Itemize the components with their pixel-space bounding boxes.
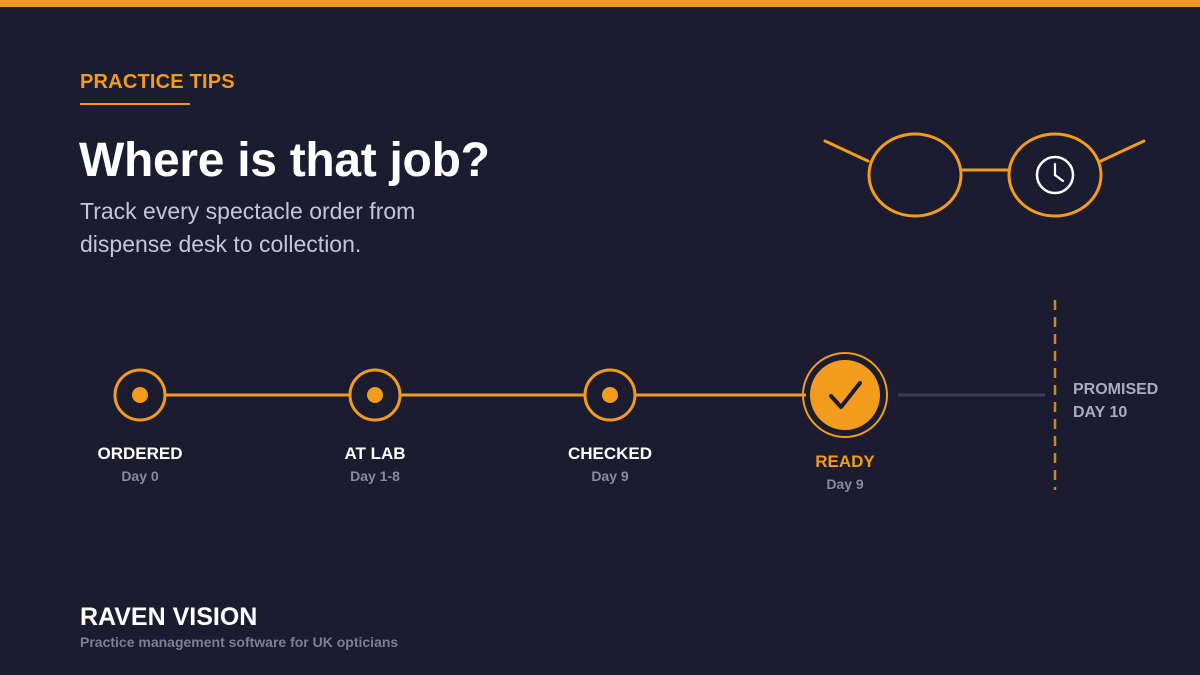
stage-node-checked: [583, 368, 637, 422]
page-subtitle: Track every spectacle order from dispens…: [80, 198, 416, 257]
stage-day-ready: Day 9: [826, 476, 864, 492]
stage-node-ready: [802, 352, 888, 438]
filled-dot-icon: [367, 387, 383, 403]
glasses-with-clock-icon: [823, 132, 1146, 218]
stage-day-at-lab: Day 1-8: [350, 468, 400, 484]
deadline-label: PROMISED DAY 10: [1073, 378, 1158, 424]
deadline-label-line1: PROMISED: [1073, 381, 1159, 398]
stage-node-ordered: [113, 368, 167, 422]
check-icon: [829, 381, 862, 409]
filled-dot-icon: [602, 387, 618, 403]
eyebrow-label: PRACTICE TIPS: [80, 71, 235, 93]
stage-day-ordered: Day 0: [121, 468, 159, 484]
stage-day-checked: Day 9: [591, 468, 629, 484]
stage-node-at-lab: [348, 368, 402, 422]
stage-label-at-lab: AT LAB: [344, 444, 406, 463]
page-title: Where is that job?: [79, 134, 490, 187]
order-timeline: [113, 300, 1057, 490]
brand-tagline: Practice management software for UK opti…: [80, 634, 399, 650]
glasses-right-lens: [1007, 132, 1103, 218]
glasses-left-lens: [867, 132, 963, 218]
brand-name: RAVEN VISION: [80, 603, 258, 631]
glasses-left-arm: [823, 139, 870, 163]
filled-dot-icon: [132, 387, 148, 403]
deadline-label-line2: DAY 10: [1073, 404, 1128, 421]
glasses-right-arm: [1099, 139, 1146, 163]
clock-icon: [1035, 155, 1075, 195]
eyebrow-underline: [80, 103, 190, 105]
stage-label-ordered: ORDERED: [97, 444, 183, 463]
stage-label-checked: CHECKED: [567, 444, 653, 463]
stage-label-ready: READY: [815, 452, 875, 471]
top-accent-bar: [0, 0, 1200, 7]
